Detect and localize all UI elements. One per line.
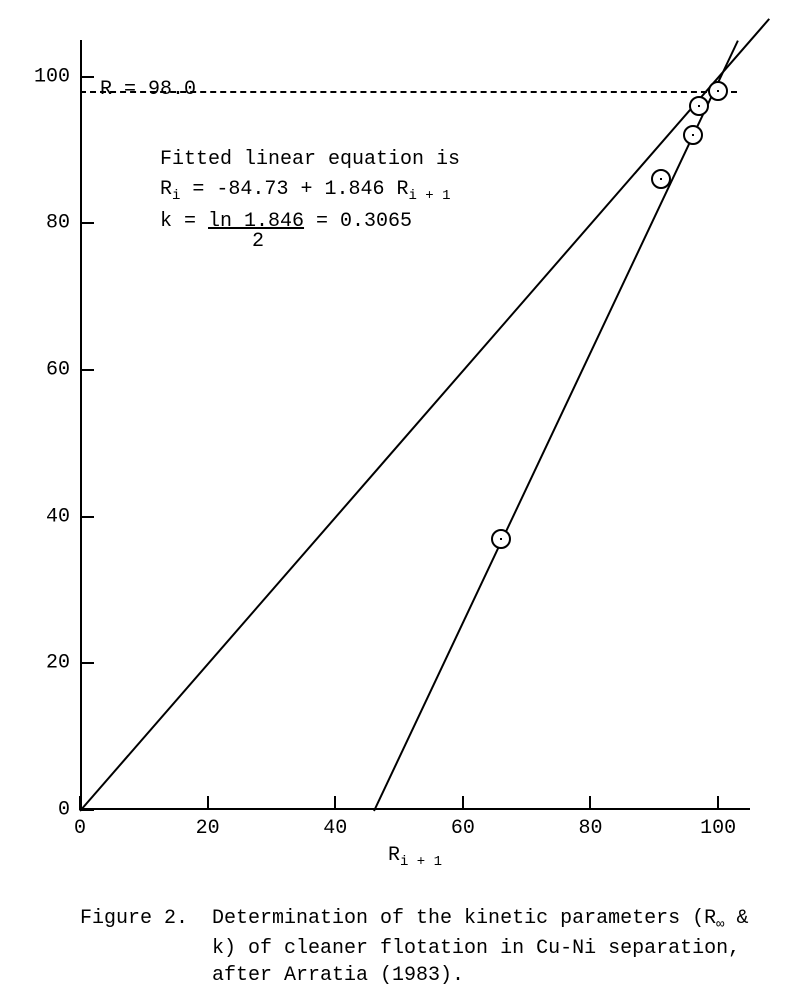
y-tick-label: 60: [30, 359, 70, 382]
data-point: [683, 125, 703, 145]
x-tick-label: 100: [700, 817, 736, 840]
y-tick-label: 0: [30, 799, 70, 822]
x-axis-label: Ri + 1: [388, 844, 442, 870]
caption-label: Figure 2.: [80, 905, 200, 932]
y-tick-label: 100: [30, 65, 70, 88]
asymptote-line: [80, 91, 737, 93]
data-point: [708, 81, 728, 101]
plot-region: R = 98.0 Fitted linear equation is Ri = …: [80, 40, 750, 810]
x-tick-label: 0: [74, 817, 86, 840]
x-axis: [80, 808, 750, 810]
x-tick-label: 20: [196, 817, 220, 840]
data-point: [491, 529, 511, 549]
data-point: [651, 169, 671, 189]
y-tick-label: 80: [30, 212, 70, 235]
equation-line-2: Ri = -84.73 + 1.846 Ri + 1: [160, 175, 450, 207]
caption-text: Determination of the kinetic parameters …: [212, 905, 782, 989]
x-tick: [207, 796, 209, 810]
x-tick-label: 80: [578, 817, 602, 840]
y-tick: [80, 369, 94, 371]
r-infinity-label: R = 98.0: [100, 75, 196, 105]
data-point: [689, 96, 709, 116]
equation-line-1: Fitted linear equation is: [160, 145, 460, 175]
y-axis: [80, 40, 82, 810]
x-tick: [717, 796, 719, 810]
x-tick: [334, 796, 336, 810]
y-tick: [80, 76, 94, 78]
figure-caption: Figure 2. Determination of the kinetic p…: [80, 905, 790, 989]
y-tick: [80, 662, 94, 664]
chart-area: R = 98.0 Fitted linear equation is Ri = …: [60, 20, 760, 860]
diagonal-line: [79, 18, 770, 811]
x-tick-label: 40: [323, 817, 347, 840]
x-tick-label: 60: [451, 817, 475, 840]
equation-line-3: k = ln 1.846 = 0.3065: [160, 207, 412, 237]
x-tick: [589, 796, 591, 810]
y-tick: [80, 222, 94, 224]
y-tick: [80, 516, 94, 518]
y-tick-label: 40: [30, 505, 70, 528]
x-tick: [462, 796, 464, 810]
y-tick-label: 20: [30, 652, 70, 675]
equation-line-3-denominator: 2: [252, 227, 264, 257]
